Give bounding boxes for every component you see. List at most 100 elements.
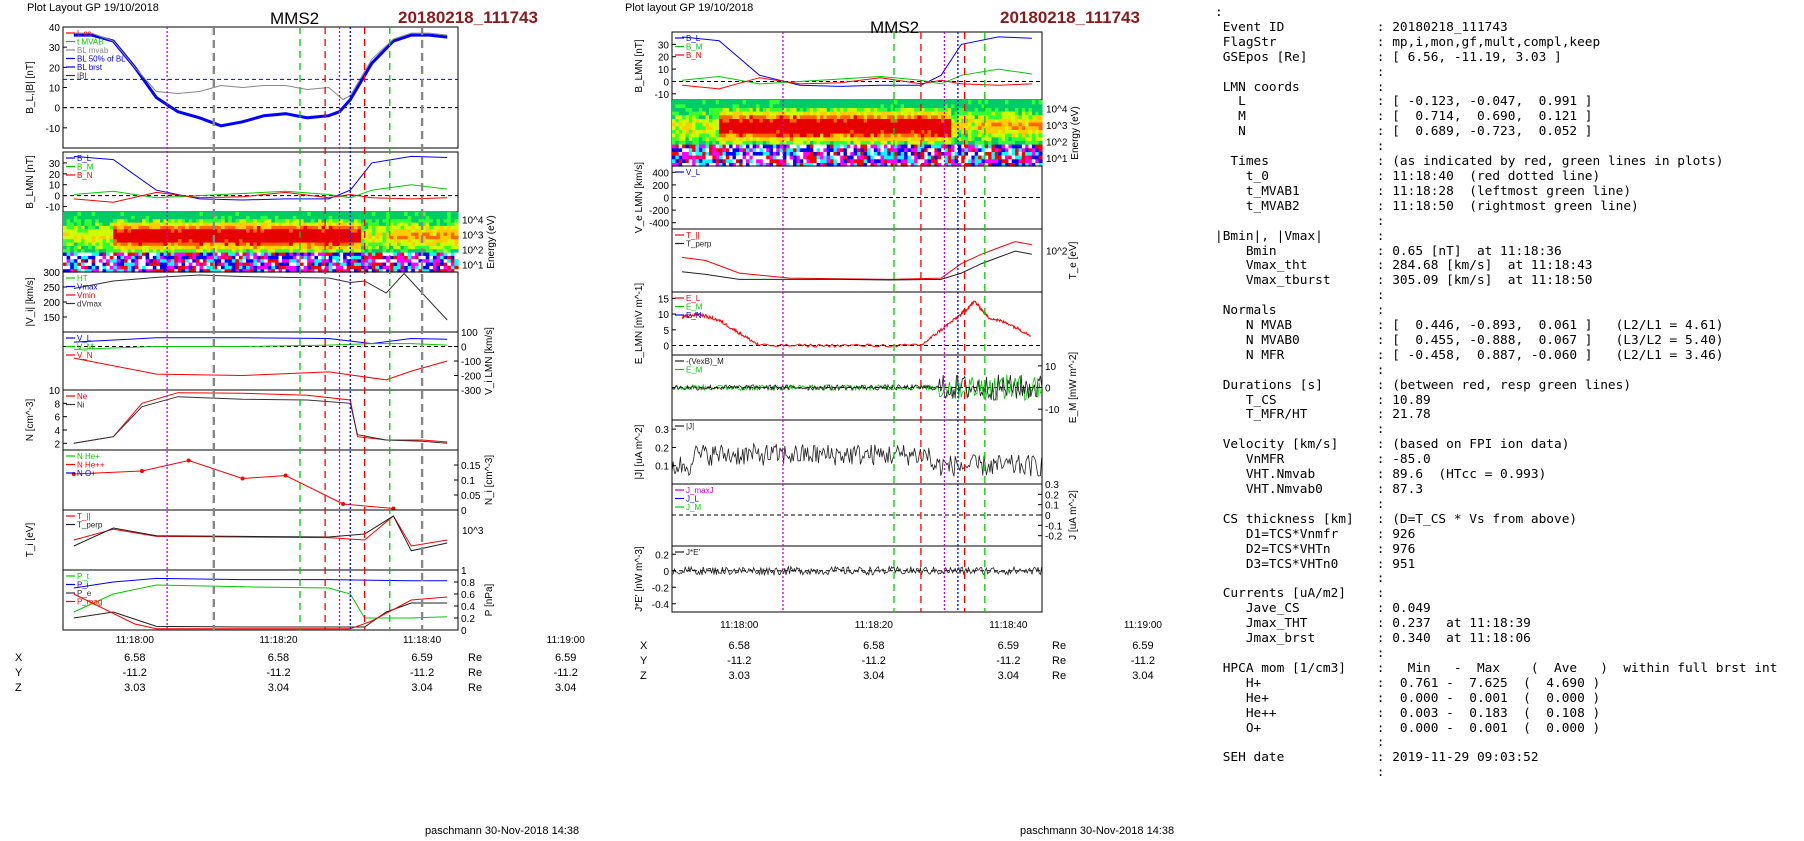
spectrogram-cell [102,225,107,230]
spectrogram-cell [914,147,919,152]
spectrogram-cell [762,133,767,138]
spectrogram-cell [991,162,996,167]
spectrogram-cell [443,235,448,240]
spectrogram-cell [907,151,912,156]
spectrogram-cell [149,258,154,263]
spectrogram-cell [867,136,872,141]
ytick-label: 0.3 [1045,480,1059,491]
spectrogram-cell [796,136,801,141]
spectrogram-cell [88,258,93,263]
spectrogram-cell [820,144,824,149]
spectrogram-cell [719,158,724,163]
spectrogram-cell [698,107,703,112]
spectrogram-cell [900,103,905,108]
spectrogram-cell [397,242,402,246]
spectrogram-cell [256,252,262,256]
spectrogram-cell [719,100,724,105]
spectrogram-cell [271,218,276,223]
spectrogram-cell [746,114,750,119]
spectrogram-cell [796,129,801,134]
spectrogram-cell [863,111,868,116]
spectrogram-cell [1011,136,1016,141]
spectrogram-cell [364,245,369,250]
spectrogram-cell [163,235,168,240]
spectrogram-cell [1015,129,1020,134]
spectrogram-cell [867,100,872,105]
spectrogram-cell [934,107,939,112]
spectrogram-cell [947,158,952,163]
spectrogram-cell [783,144,787,149]
spectrogram-cell [857,133,861,138]
legend-entry: Ni [77,401,85,410]
spectrogram-cell [682,147,687,152]
spectrogram-cell [830,125,835,130]
spectrogram-cell [418,232,423,236]
spectrogram-cell [907,100,912,105]
spectrogram-cell [695,122,700,127]
spectrogram-cell [833,118,838,123]
spectrogram-cell [947,155,952,160]
spectrogram-cell [389,255,394,260]
spectrogram-cell [343,215,348,220]
spectrogram-cell [170,218,175,223]
spectrogram-cell [414,255,420,260]
spectrogram-cell [116,245,122,250]
spectrogram-cell [739,158,744,163]
spectrogram-cell [984,107,989,112]
spectrogram-cell [759,136,764,141]
spectrogram-cell [181,218,186,223]
spectrogram-cell [739,133,744,138]
spectrogram-cell [904,100,909,105]
spectrogram-cell [883,114,888,119]
ytick-label: -0.2 [1045,532,1063,543]
spectrogram-cell [422,252,427,256]
spectrogram-cell [134,255,139,260]
spectrogram-cell [156,265,161,270]
spectrogram-cell [816,107,821,112]
spectrogram-cell [296,245,301,250]
spectrogram-cell [221,215,226,220]
spectrogram-cell [411,258,416,263]
spectrogram-cell [81,252,86,256]
spectrogram-cell [353,248,359,253]
spectrogram-cell [429,225,434,230]
spectrogram-cell [393,228,398,233]
spectrogram-cell [264,255,269,260]
spectrogram-cell [88,215,93,220]
spectrogram-cell [890,140,895,145]
spectrogram-cell [739,140,744,145]
spectrogram-cell [816,140,821,145]
series-line-T-perp [73,515,448,552]
spectrogram-cell [894,122,898,127]
spectrogram-cell [867,155,872,160]
spectrogram-cell [735,144,740,149]
ephemeris-value: 6.58 [124,652,146,664]
spectrogram-cell [1038,162,1043,167]
spectrogram-cell [1028,125,1033,130]
spectrogram-cell [1015,158,1020,163]
spectrogram-cell [353,212,359,216]
spectrogram-cell [131,252,136,256]
panel-frame [62,331,459,391]
spectrogram-cell [181,238,186,243]
spectrogram-cell [756,111,761,116]
spectrogram-cell [685,144,690,149]
spectrogram-cell [1038,147,1043,152]
spectrogram-cell [1015,151,1020,156]
spectrogram-cell [102,235,107,240]
spectrogram-cell [235,255,240,260]
spectrogram-cell [806,129,811,134]
ytick-label: 0 [461,343,467,354]
spectrogram-cell [149,245,154,250]
spectrogram-cell [425,268,430,273]
spectrogram-cell [900,147,905,152]
spectrogram-cell [813,107,818,112]
spectrogram-cell [870,125,875,130]
spectrogram-cell [904,103,909,108]
spectrogram-cell [762,122,767,127]
spectrogram-cell [418,252,423,256]
spectrogram-cell [712,162,717,167]
spectrogram-cell [682,136,687,141]
